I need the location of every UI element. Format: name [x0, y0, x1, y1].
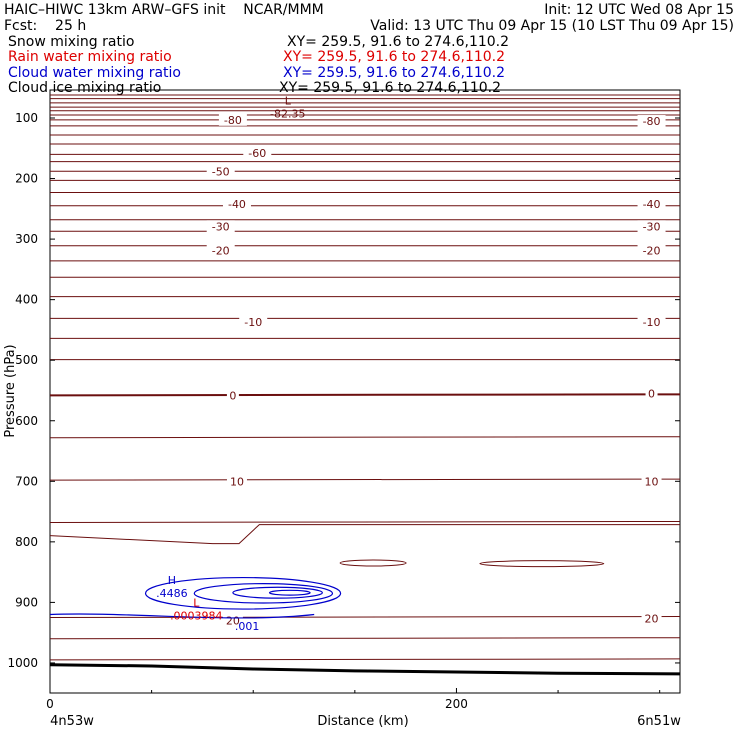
y-tick-label-4: 500	[15, 353, 38, 367]
isotherm-29	[49, 524, 680, 545]
y-tick-label-7: 800	[15, 535, 38, 549]
isotherm-closed-1	[339, 559, 407, 567]
x-start-location: 4n53w	[50, 714, 94, 729]
cloud-water-contour-lower	[49, 613, 315, 619]
cloud-water-contour-2	[232, 586, 323, 599]
plot-frame	[49, 89, 681, 694]
y-tick-label-6: 700	[15, 474, 38, 488]
header-init-time: Init: 12 UTC Wed 08 Apr 15	[544, 2, 734, 18]
header-valid-time: Valid: 13 UTC Thu 09 Apr 15 (10 LST Thu …	[370, 18, 734, 34]
y-tick-label-3: 400	[15, 293, 38, 307]
temp-label-bg-5	[637, 197, 666, 210]
isotherm-27	[49, 478, 681, 481]
isotherm-closed-2	[479, 560, 605, 568]
temp-label-3: -50	[212, 165, 230, 178]
temp-label-12: 0	[229, 389, 236, 402]
temp-label-bg-13	[645, 387, 658, 400]
temp-label-bg-17	[641, 612, 662, 625]
header-title: HAIC–HIWC 13km ARW–GFS init NCAR/MMM	[4, 2, 324, 18]
x-tick-label-1: 200	[445, 697, 468, 711]
isotherm-32	[49, 658, 681, 661]
temp-label-bg-9	[637, 244, 666, 257]
y-tick-label-8: 900	[15, 595, 38, 609]
x-end-location: 6n51w	[637, 714, 681, 729]
extremum-marker-2: L	[193, 597, 200, 610]
temp-label-15: 10	[645, 475, 659, 488]
x-axis-label: Distance (km)	[317, 714, 408, 729]
temp-label-2: -60	[248, 147, 266, 160]
temp-label-bg-8	[206, 244, 235, 257]
temp-label-bg-12	[226, 389, 239, 402]
y-tick-label-9: 1000	[7, 656, 38, 670]
temp-label-5: -40	[643, 198, 661, 211]
temp-label-0: -80	[224, 114, 242, 127]
temp-label-7: -30	[643, 220, 661, 233]
extremum-value-3: .001	[235, 620, 260, 633]
temp-label-bg-6	[206, 220, 235, 233]
field-cloudice-xy: XY= 259.5, 91.6 to 274.6,110.2	[279, 80, 502, 96]
temp-label-1: -80	[643, 115, 661, 128]
y-tick-label-2: 300	[15, 232, 38, 246]
isotherm-30	[49, 616, 681, 619]
temp-label-bg-2	[243, 147, 272, 160]
temp-label-6: -30	[212, 220, 230, 233]
isotherm-25	[49, 393, 681, 397]
isotherm-26	[49, 436, 681, 439]
temp-label-14: 10	[230, 475, 244, 488]
isotherm-31	[49, 637, 681, 640]
temp-label-bg-10	[239, 316, 268, 329]
extremum-marker-1: H	[168, 574, 176, 587]
isotherm-28	[49, 520, 681, 523]
cloud-water-contour-3	[268, 589, 311, 596]
temperature-label-layer: -80 -80 -60 -50 -40 -40 -30 -30 -20 -20 -10 -10 0 0 10…	[206, 113, 666, 628]
extremum-value-2: .0003984	[170, 610, 223, 623]
field-cloudwater-xy: XY= 259.5, 91.6 to 274.6,110.2	[283, 65, 506, 81]
extremum-marker-0: L	[285, 95, 292, 108]
temp-label-17: 20	[645, 613, 659, 626]
field-rain-xy: XY= 259.5, 91.6 to 274.6,110.2	[283, 49, 506, 65]
field-snow-xy: XY= 259.5, 91.6 to 274.6,110.2	[287, 34, 510, 50]
temp-label-bg-11	[637, 316, 666, 329]
field-cloudwater-name: Cloud water mixing ratio	[8, 65, 181, 81]
temp-label-10: -10	[244, 316, 262, 329]
header-forecast-hour: Fcst: 25 h	[4, 18, 87, 34]
temp-label-bg-4	[222, 197, 251, 210]
y-tick-label-5: 600	[15, 414, 38, 428]
cloud-water-contour-0	[144, 576, 342, 610]
temp-label-bg-15	[641, 475, 662, 488]
temp-label-8: -20	[212, 245, 230, 258]
x-tick-label-0: 0	[46, 697, 54, 711]
field-snow-name: Snow mixing ratio	[8, 34, 135, 50]
extremum-value-1: .4486	[156, 587, 188, 600]
temp-label-bg-14	[226, 475, 247, 488]
y-tick-label-1: 200	[15, 172, 38, 186]
field-cloudice-name: Cloud ice mixing ratio	[8, 80, 162, 96]
temp-label-bg-7	[637, 220, 666, 233]
temp-label-4: -40	[228, 198, 246, 211]
temp-label-11: -10	[643, 316, 661, 329]
temp-label-9: -20	[643, 245, 661, 258]
temp-label-bg-1	[637, 115, 666, 128]
y-axis-label: Pressure (hPa)	[3, 344, 18, 437]
cloud-water-contours	[49, 576, 342, 619]
y-tick-label-0: 100	[15, 111, 38, 125]
extremum-value-0: -82.35	[270, 108, 305, 121]
temp-label-bg-0	[218, 113, 247, 126]
temp-label-13: 0	[648, 388, 655, 401]
field-rain-name: Rain water mixing ratio	[8, 49, 172, 65]
isotherm-layer	[49, 94, 681, 661]
cloud-water-contour-1	[193, 583, 334, 604]
terrain-line	[49, 663, 681, 676]
temp-label-bg-3	[206, 165, 235, 178]
